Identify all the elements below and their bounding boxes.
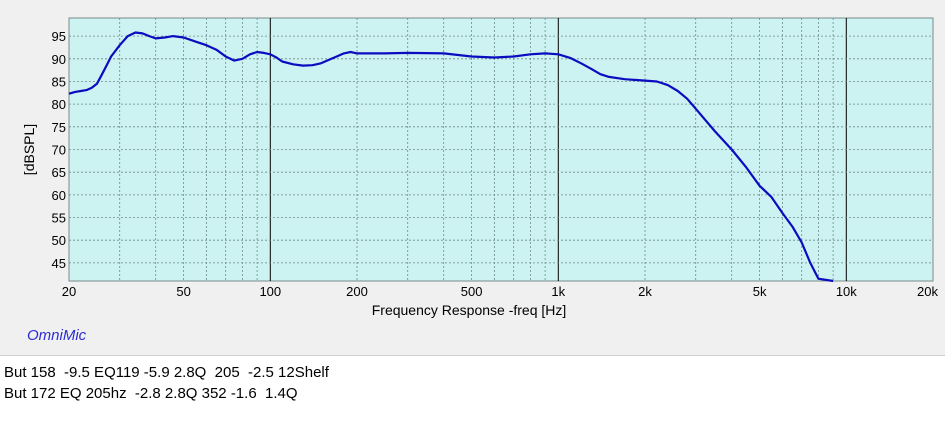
x-ticks: 20 50 100 200 500 1k 2k 5k 10k 20k — [62, 284, 939, 299]
y-tick-label: 80 — [52, 97, 66, 112]
series-layer — [68, 31, 834, 283]
y-tick-label: 50 — [52, 233, 66, 248]
x-tick-label: 100 — [259, 284, 281, 299]
y-tick-label: 65 — [52, 165, 66, 180]
y-axis-label: [dBSPL] — [21, 124, 37, 175]
y-tick-label: 70 — [52, 143, 66, 158]
eq-note-line: But 158 -9.5 EQ119 -5.9 2.8Q 205 -2.5 12… — [4, 364, 329, 381]
x-axis-label: Frequency Response -freq [Hz] — [372, 302, 567, 318]
x-tick-label: 500 — [461, 284, 483, 299]
y-tick-label: 45 — [52, 256, 66, 271]
y-tick-label: 75 — [52, 120, 66, 135]
x-tick-label: 200 — [346, 284, 368, 299]
series-line — [68, 31, 834, 283]
x-tick-label: 1k — [551, 284, 565, 299]
y-tick-label: 95 — [52, 29, 66, 44]
y-tick-label: 85 — [52, 74, 66, 89]
x-tick-label: 50 — [176, 284, 190, 299]
chart-panel: 45 50 55 60 65 70 75 80 85 90 95 20 50 100 200 500 1k 2k… — [0, 0, 945, 356]
frequency-response-chart: 45 50 55 60 65 70 75 80 85 90 95 20 50 100 200 500 1k 2k… — [21, 17, 939, 318]
y-tick-label: 90 — [52, 52, 66, 67]
x-tick-label: 2k — [638, 284, 652, 299]
x-tick-label: 10k — [836, 284, 857, 299]
x-tick-label: 5k — [753, 284, 767, 299]
x-tick-label: 20k — [917, 284, 938, 299]
grid — [69, 18, 933, 281]
eq-note-line: But 172 EQ 205hz -2.8 2.8Q 352 -1.6 1.4Q — [4, 385, 298, 402]
eq-notes: But 158 -9.5 EQ119 -5.9 2.8Q 205 -2.5 12… — [4, 362, 329, 404]
y-tick-label: 60 — [52, 188, 66, 203]
y-tick-label: 55 — [52, 211, 66, 226]
y-ticks: 45 50 55 60 65 70 75 80 85 90 95 — [52, 29, 66, 271]
brand-label: OmniMic — [27, 327, 87, 344]
x-tick-label: 20 — [62, 284, 76, 299]
